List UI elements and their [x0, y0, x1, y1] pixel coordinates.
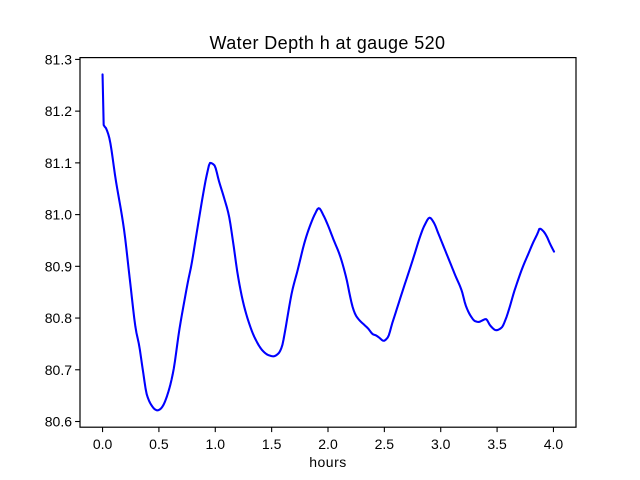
svg-text:0.0: 0.0: [93, 436, 113, 452]
svg-text:hours: hours: [309, 454, 347, 470]
svg-text:81.0: 81.0: [45, 207, 72, 223]
svg-text:80.8: 80.8: [45, 310, 72, 326]
svg-text:81.3: 81.3: [45, 52, 72, 68]
svg-text:1.0: 1.0: [206, 436, 226, 452]
svg-text:81.2: 81.2: [45, 103, 72, 119]
svg-text:0.5: 0.5: [149, 436, 169, 452]
svg-text:81.1: 81.1: [45, 155, 72, 171]
svg-text:Water Depth h at gauge 520: Water Depth h at gauge 520: [210, 33, 446, 53]
svg-text:80.7: 80.7: [45, 362, 72, 378]
svg-text:3.0: 3.0: [431, 436, 451, 452]
svg-text:1.5: 1.5: [262, 436, 282, 452]
svg-text:80.9: 80.9: [45, 258, 72, 274]
svg-text:80.6: 80.6: [45, 414, 72, 430]
svg-text:4.0: 4.0: [544, 436, 564, 452]
svg-text:2.5: 2.5: [375, 436, 395, 452]
svg-text:3.5: 3.5: [487, 436, 507, 452]
svg-text:2.0: 2.0: [318, 436, 338, 452]
